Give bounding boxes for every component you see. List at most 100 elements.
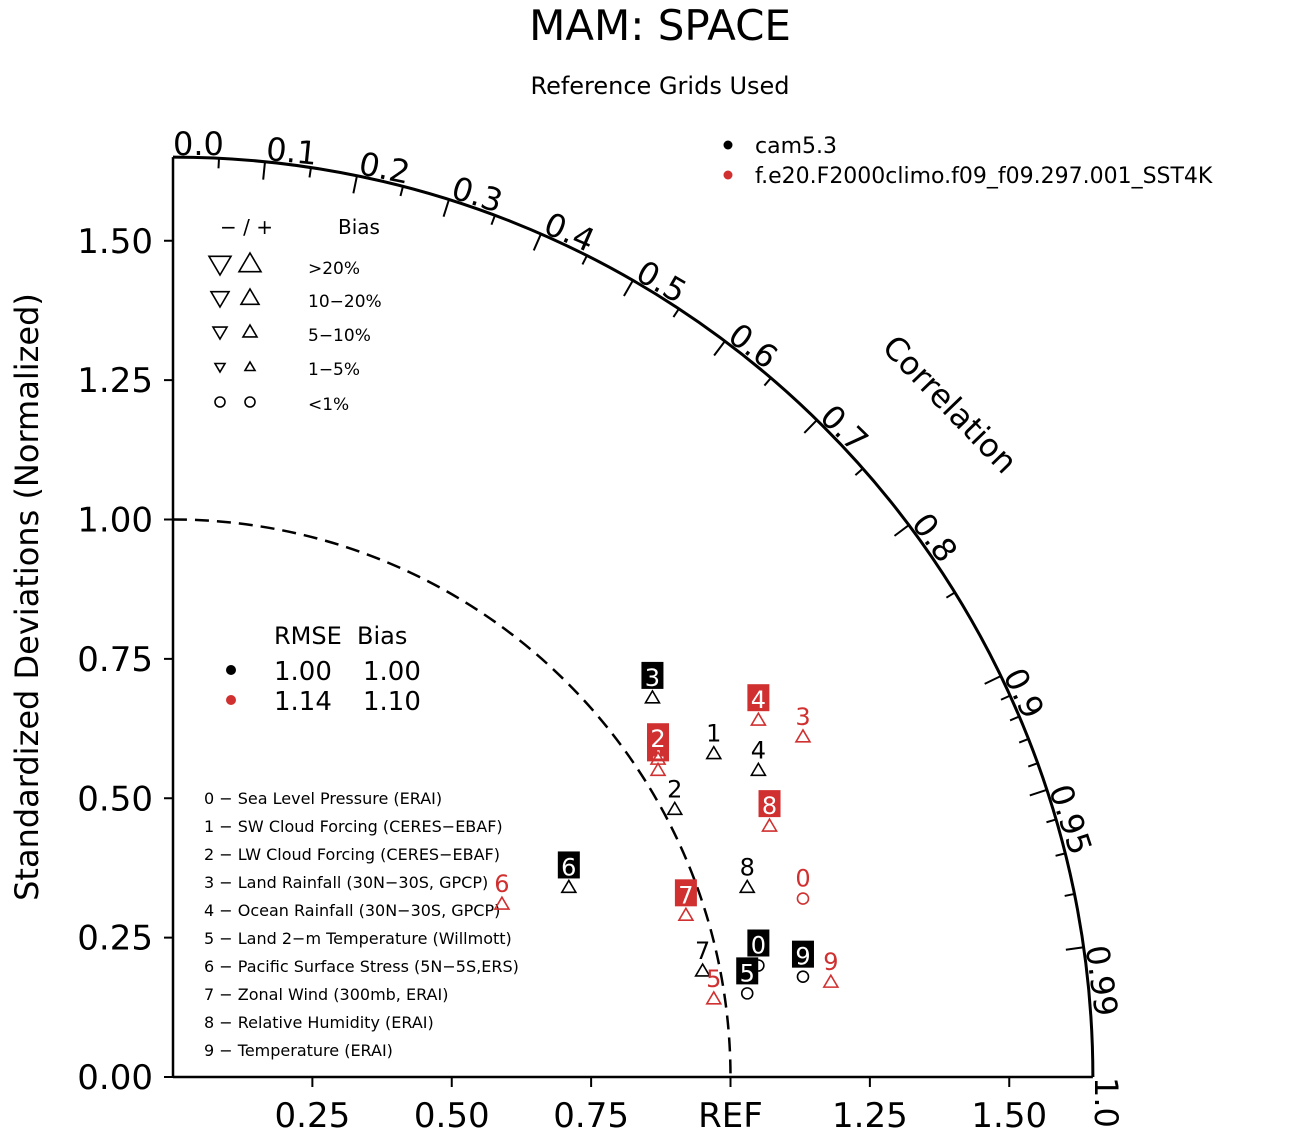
data-point-label: 7 xyxy=(695,937,710,965)
bias-key-row-label: 5−10% xyxy=(308,326,371,346)
variable-item: 3 − Land Rainfall (30N−30S, GPCP) xyxy=(204,873,488,892)
bias-key-down-triangle xyxy=(211,292,229,307)
data-point-marker xyxy=(797,893,808,904)
y-tick-label: 1.50 xyxy=(77,222,153,262)
y-tick-label: 0.00 xyxy=(77,1058,153,1098)
y-tick-label: 0.25 xyxy=(77,919,153,959)
variable-item: 6 − Pacific Surface Stress (5N−5S,ERS) xyxy=(204,957,519,976)
summary-header: RMSE Bias xyxy=(274,622,407,650)
bias-key-circle xyxy=(215,397,225,407)
data-point-label: 9 xyxy=(795,943,810,971)
bias-key-sign-header: − / + xyxy=(220,215,273,239)
data-point-label: 5 xyxy=(740,959,755,987)
data-point-marker xyxy=(751,763,765,775)
correlation-label: 0.2 xyxy=(356,144,413,191)
variable-item: 0 − Sea Level Pressure (ERAI) xyxy=(204,789,442,808)
correlation-label: 0.9 xyxy=(995,662,1051,724)
legend-dot-sst4k xyxy=(724,171,733,180)
data-point-marker xyxy=(797,971,808,982)
variable-item: 8 − Relative Humidity (ERAI) xyxy=(204,1013,434,1032)
correlation-label: 0.7 xyxy=(813,397,876,460)
correlation-label: 0.4 xyxy=(539,205,601,260)
x-tick-label: 1.25 xyxy=(832,1096,908,1135)
data-point-label: 8 xyxy=(740,853,755,881)
data-point-marker xyxy=(763,819,777,831)
data-point-label: 9 xyxy=(823,948,838,976)
correlation-label: 0.95 xyxy=(1041,780,1099,860)
data-point-marker xyxy=(651,763,665,775)
model-legend: cam5.3 f.e20.F2000climo.f09_f09.297.001_… xyxy=(724,134,1213,189)
data-point-label: 2 xyxy=(667,775,682,803)
correlation-label: 0.1 xyxy=(264,130,318,173)
correlation-label: 0.3 xyxy=(447,169,507,221)
chart-subtitle: Reference Grids Used xyxy=(530,72,789,100)
data-point-label: 7 xyxy=(678,881,693,909)
x-tick-label: REF xyxy=(698,1096,763,1135)
x-tick-label: 0.75 xyxy=(553,1096,629,1135)
correlation-minor-tick xyxy=(1065,894,1075,896)
rmse-bias-summary: RMSE Bias 1.00 1.00 1.14 1.10 xyxy=(226,622,421,717)
bias-key-up-triangle xyxy=(243,325,257,337)
data-point-marker xyxy=(740,880,754,892)
legend-dot-cam xyxy=(724,141,733,150)
y-tick-label: 0.75 xyxy=(77,640,153,680)
bias-key-row-label: <1% xyxy=(308,395,349,415)
correlation-minor-tick xyxy=(946,592,955,597)
correlation-label: 0.8 xyxy=(904,506,965,570)
legend-label-sst4k: f.e20.F2000climo.f09_f09.297.001_SST4K xyxy=(755,164,1213,189)
data-point-marker xyxy=(824,975,838,987)
y-tick-label: 1.00 xyxy=(77,501,153,541)
data-point-label: 4 xyxy=(751,736,766,764)
x-tick-label: 1.50 xyxy=(971,1096,1047,1135)
bias-key: − / + Bias >20% 10−20% 5−10% 1−5% <1% xyxy=(209,215,382,415)
summary-bias-cam: 1.00 xyxy=(363,657,421,687)
data-point-label: 3 xyxy=(795,703,810,731)
data-point-label: 0 xyxy=(795,865,810,893)
bias-key-row-label: >20% xyxy=(308,259,360,279)
correlation-label: 0.6 xyxy=(721,316,785,377)
variable-item: 1 − SW Cloud Forcing (CERES−EBAF) xyxy=(204,817,503,836)
data-points: 01234567890123456789 xyxy=(494,662,838,1004)
variable-item: 4 − Ocean Rainfall (30N−30S, GPCP) xyxy=(204,901,500,920)
x-tick-label: 0.25 xyxy=(275,1096,351,1135)
bias-key-down-triangle xyxy=(213,327,227,339)
correlation-label: 0.0 xyxy=(173,125,224,163)
variable-item: 7 − Zonal Wind (300mb, ERAI) xyxy=(204,985,448,1004)
variable-item: 5 − Land 2−m Temperature (Willmott) xyxy=(204,929,512,948)
bias-key-row-label: 10−20% xyxy=(308,292,382,312)
data-point-label: 8 xyxy=(762,792,777,820)
y-axis-label: Standardized Deviations (Normalized) xyxy=(8,293,46,901)
correlation-label: 1.0 xyxy=(1087,1077,1125,1128)
y-tick-label: 1.25 xyxy=(77,361,153,401)
summary-dot-cam xyxy=(226,665,236,675)
y-tick-label: 0.50 xyxy=(77,779,153,819)
x-tick-label: 0.50 xyxy=(414,1096,490,1135)
correlation-minor-tick xyxy=(1019,739,1028,743)
data-point-marker xyxy=(679,908,693,920)
correlation-minor-tick xyxy=(855,469,863,476)
data-point-marker xyxy=(707,747,721,759)
data-point-label: 1 xyxy=(706,720,721,748)
data-point-label: 5 xyxy=(706,965,721,993)
correlation-minor-tick xyxy=(1028,763,1037,766)
correlation-label: 0.99 xyxy=(1078,943,1126,1019)
data-point-label: 4 xyxy=(751,686,766,714)
bias-key-up-triangle xyxy=(239,253,261,272)
correlation-minor-tick xyxy=(764,378,771,386)
bias-key-row-label: 1−5% xyxy=(308,360,360,380)
bias-key-down-triangle xyxy=(215,364,225,373)
bias-key-up-triangle xyxy=(241,289,259,304)
correlation-label: 0.5 xyxy=(630,253,693,311)
data-point-marker xyxy=(742,988,753,999)
data-point-marker xyxy=(645,691,659,703)
bias-key-down-triangle xyxy=(209,256,231,275)
data-point-marker xyxy=(668,802,682,814)
variable-item: 2 − LW Cloud Forcing (CERES−EBAF) xyxy=(204,845,500,864)
variable-list: 0 − Sea Level Pressure (ERAI) 1 − SW Clo… xyxy=(204,789,519,1060)
variable-item: 9 − Temperature (ERAI) xyxy=(204,1041,393,1060)
bias-key-label-header: Bias xyxy=(338,215,380,239)
data-point-label: 3 xyxy=(645,664,660,692)
data-point-label: 6 xyxy=(561,853,576,881)
summary-dot-sst4k xyxy=(226,695,236,705)
